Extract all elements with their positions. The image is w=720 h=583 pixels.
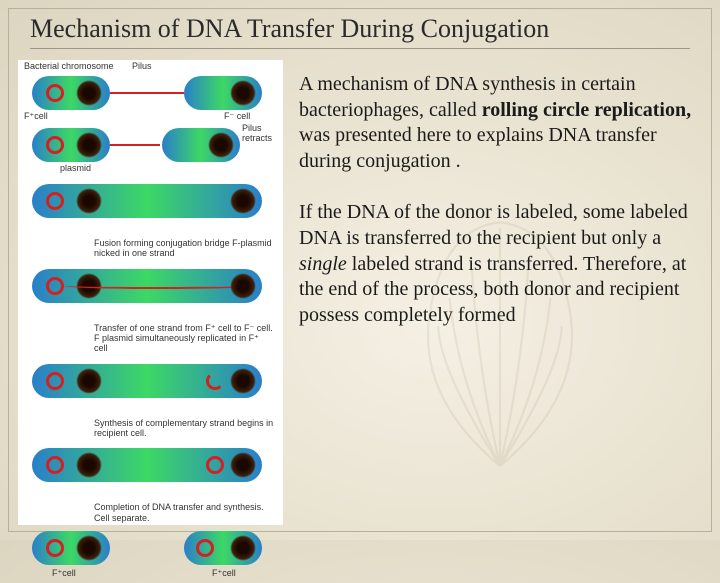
caption-fusion: Fusion forming conjugation bridge F-plas… bbox=[94, 238, 274, 259]
text-column: A mechanism of DNA synthesis in certain … bbox=[283, 60, 702, 525]
strand-transfer-icon bbox=[64, 283, 254, 289]
chromosome-icon bbox=[230, 535, 256, 561]
chromosome-icon bbox=[76, 132, 102, 158]
chromosome-icon bbox=[230, 452, 256, 478]
label-f-plus: F⁺cell bbox=[24, 112, 48, 122]
chromosome-icon bbox=[76, 368, 102, 394]
paragraph-1: A mechanism of DNA synthesis in certain … bbox=[299, 72, 694, 174]
caption-transfer: Transfer of one strand from F⁺ cell to F… bbox=[94, 323, 274, 354]
label-f-plus-left: F⁺cell bbox=[52, 569, 76, 579]
label-pilus-retracts: Pilus retracts bbox=[242, 124, 272, 144]
stage-3 bbox=[24, 180, 277, 230]
conjugation-diagram: Bacterial chromosome Pilus F⁺cell F⁻ cel… bbox=[18, 60, 283, 525]
label-pilus: Pilus bbox=[132, 62, 152, 72]
para2-italic: single bbox=[299, 253, 347, 275]
para1-bold: rolling circle replication, bbox=[482, 99, 691, 121]
recipient-cell-now-fplus bbox=[184, 531, 262, 565]
f-plasmid-icon bbox=[206, 456, 224, 474]
para1-post: was presented here to explains DNA trans… bbox=[299, 124, 657, 172]
conjugation-bridge bbox=[32, 364, 262, 398]
conjugation-bridge bbox=[32, 448, 262, 482]
para2-post: labeled strand is transferred. Therefore… bbox=[299, 253, 686, 326]
recipient-cell bbox=[184, 76, 262, 110]
f-plasmid-icon bbox=[46, 136, 64, 154]
para2-pre: If the DNA of the donor is labeled, some… bbox=[299, 201, 688, 249]
f-plasmid-icon bbox=[46, 84, 64, 102]
slide-title: Mechanism of DNA Transfer During Conjuga… bbox=[30, 14, 690, 49]
label-bacterial-chromosome: Bacterial chromosome bbox=[24, 62, 114, 72]
stage-1: Bacterial chromosome Pilus F⁺cell F⁻ cel… bbox=[24, 64, 277, 114]
f-plasmid-icon bbox=[46, 372, 64, 390]
pilus-icon bbox=[110, 144, 160, 146]
chromosome-icon bbox=[230, 368, 256, 394]
pilus-icon bbox=[110, 92, 184, 94]
content-area: Bacterial chromosome Pilus F⁺cell F⁻ cel… bbox=[18, 60, 702, 525]
caption-synthesis: Synthesis of complementary strand begins… bbox=[94, 418, 274, 439]
label-plasmid: plasmid bbox=[60, 164, 91, 174]
chromosome-icon bbox=[230, 188, 256, 214]
paragraph-2: If the DNA of the donor is labeled, some… bbox=[299, 200, 694, 328]
chromosome-icon bbox=[230, 80, 256, 106]
chromosome-icon bbox=[208, 132, 234, 158]
f-plasmid-icon bbox=[46, 539, 64, 557]
chromosome-icon bbox=[76, 188, 102, 214]
stage-5 bbox=[24, 360, 277, 410]
stage-2: plasmid Pilus retracts bbox=[24, 122, 277, 172]
plasmid-forming-icon bbox=[206, 372, 224, 390]
chromosome-icon bbox=[76, 80, 102, 106]
conjugation-bridge bbox=[32, 184, 262, 218]
chromosome-icon bbox=[76, 535, 102, 561]
donor-cell bbox=[32, 531, 110, 565]
donor-cell bbox=[32, 76, 110, 110]
recipient-cell bbox=[162, 128, 240, 162]
chromosome-icon bbox=[76, 452, 102, 478]
f-plasmid-icon bbox=[196, 539, 214, 557]
donor-cell bbox=[32, 128, 110, 162]
stage-7 bbox=[24, 529, 277, 569]
chromosome-icon bbox=[230, 273, 256, 299]
conjugation-bridge bbox=[32, 269, 262, 303]
stage-6 bbox=[24, 444, 277, 494]
label-f-plus-right: F⁺cell bbox=[212, 569, 236, 579]
caption-completion: Completion of DNA transfer and synthesis… bbox=[94, 502, 274, 523]
label-f-minus: F⁻ cell bbox=[224, 112, 250, 122]
f-plasmid-icon bbox=[46, 192, 64, 210]
stage-4 bbox=[24, 265, 277, 315]
bottom-labels: F⁺cell F⁺cell bbox=[24, 569, 277, 583]
f-plasmid-icon bbox=[46, 456, 64, 474]
f-plasmid-icon bbox=[46, 277, 64, 295]
